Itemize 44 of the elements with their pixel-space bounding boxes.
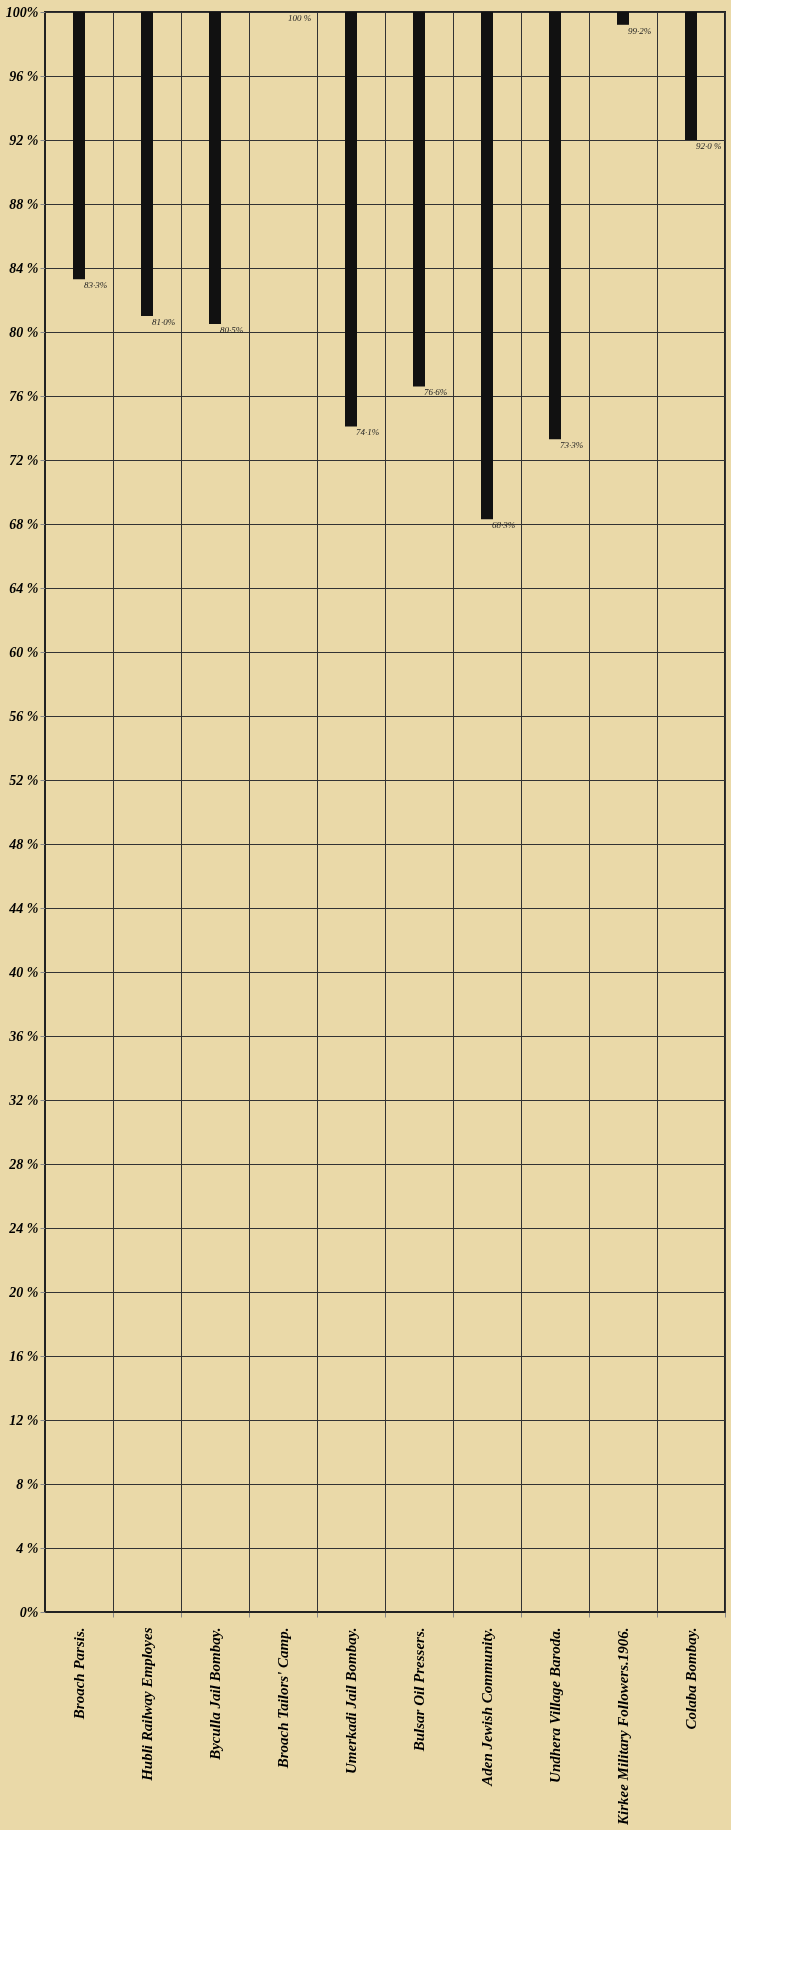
- y-tick-label: 88 %: [9, 196, 39, 212]
- annotation: 92·0 %: [696, 141, 722, 151]
- y-tick-label: 36 %: [8, 1028, 39, 1044]
- annotation: 73·3%: [560, 440, 584, 451]
- x-tick-label: Colaba Bombay.: [683, 1627, 699, 1730]
- annotation: 74·1%: [356, 427, 380, 438]
- y-tick-label: 16 %: [9, 1348, 39, 1364]
- y-tick-label: 72 %: [9, 452, 39, 468]
- y-tick-label: 4 %: [15, 1540, 39, 1556]
- y-tick-label: 48 %: [8, 836, 39, 852]
- y-tick-label: 12 %: [9, 1412, 39, 1428]
- x-tick-label: Broach Parsis.: [71, 1627, 87, 1721]
- y-tick-label: 24 %: [8, 1220, 39, 1236]
- y-tick-label: 80 %: [9, 324, 39, 340]
- y-tick-label: 0%: [19, 1604, 39, 1620]
- annotation: 76·6%: [424, 387, 448, 398]
- y-tick-label: 20 %: [8, 1284, 39, 1300]
- y-tick-label: 64 %: [9, 580, 39, 596]
- annotation: 100 %: [288, 13, 312, 23]
- y-tick-label: 84 %: [9, 260, 39, 276]
- y-tick-label: 100%: [5, 4, 39, 20]
- y-tick-label: 68 %: [9, 516, 39, 532]
- y-tick-label: 52 %: [9, 772, 39, 788]
- y-tick-label: 60 %: [9, 644, 39, 660]
- x-tick-label: Umerkadi Jail Bombay.: [343, 1627, 359, 1775]
- y-tick-label: 56 %: [9, 708, 39, 724]
- annotation: 99·2%: [628, 25, 652, 36]
- x-tick-label: Aden Jewish Community.: [479, 1627, 495, 1787]
- x-tick-label: Broach Tailors' Camp.: [275, 1627, 291, 1770]
- x-tick-label: Kirkee Military Followers.1906.: [615, 1627, 631, 1827]
- x-tick-label: Byculla Jail Bombay.: [207, 1627, 223, 1761]
- y-tick-label: 96 %: [9, 68, 39, 84]
- y-tick-label: 32 %: [8, 1092, 39, 1108]
- y-tick-label: 76 %: [9, 388, 39, 404]
- y-tick-label: 44 %: [8, 900, 39, 916]
- annotation: 81·0%: [152, 317, 176, 327]
- x-tick-label: Bulsar Oil Pressers.: [411, 1627, 427, 1753]
- y-tick-label: 92 %: [9, 132, 39, 148]
- y-tick-label: 40 %: [8, 964, 39, 980]
- x-tick-label: Undhera Village Baroda.: [547, 1627, 563, 1783]
- annotation: 83·3%: [84, 280, 108, 291]
- y-tick-label: 28 %: [8, 1156, 39, 1172]
- x-tick-label: Hubli Railway Employes: [139, 1627, 155, 1782]
- y-tick-label: 8 %: [16, 1476, 39, 1492]
